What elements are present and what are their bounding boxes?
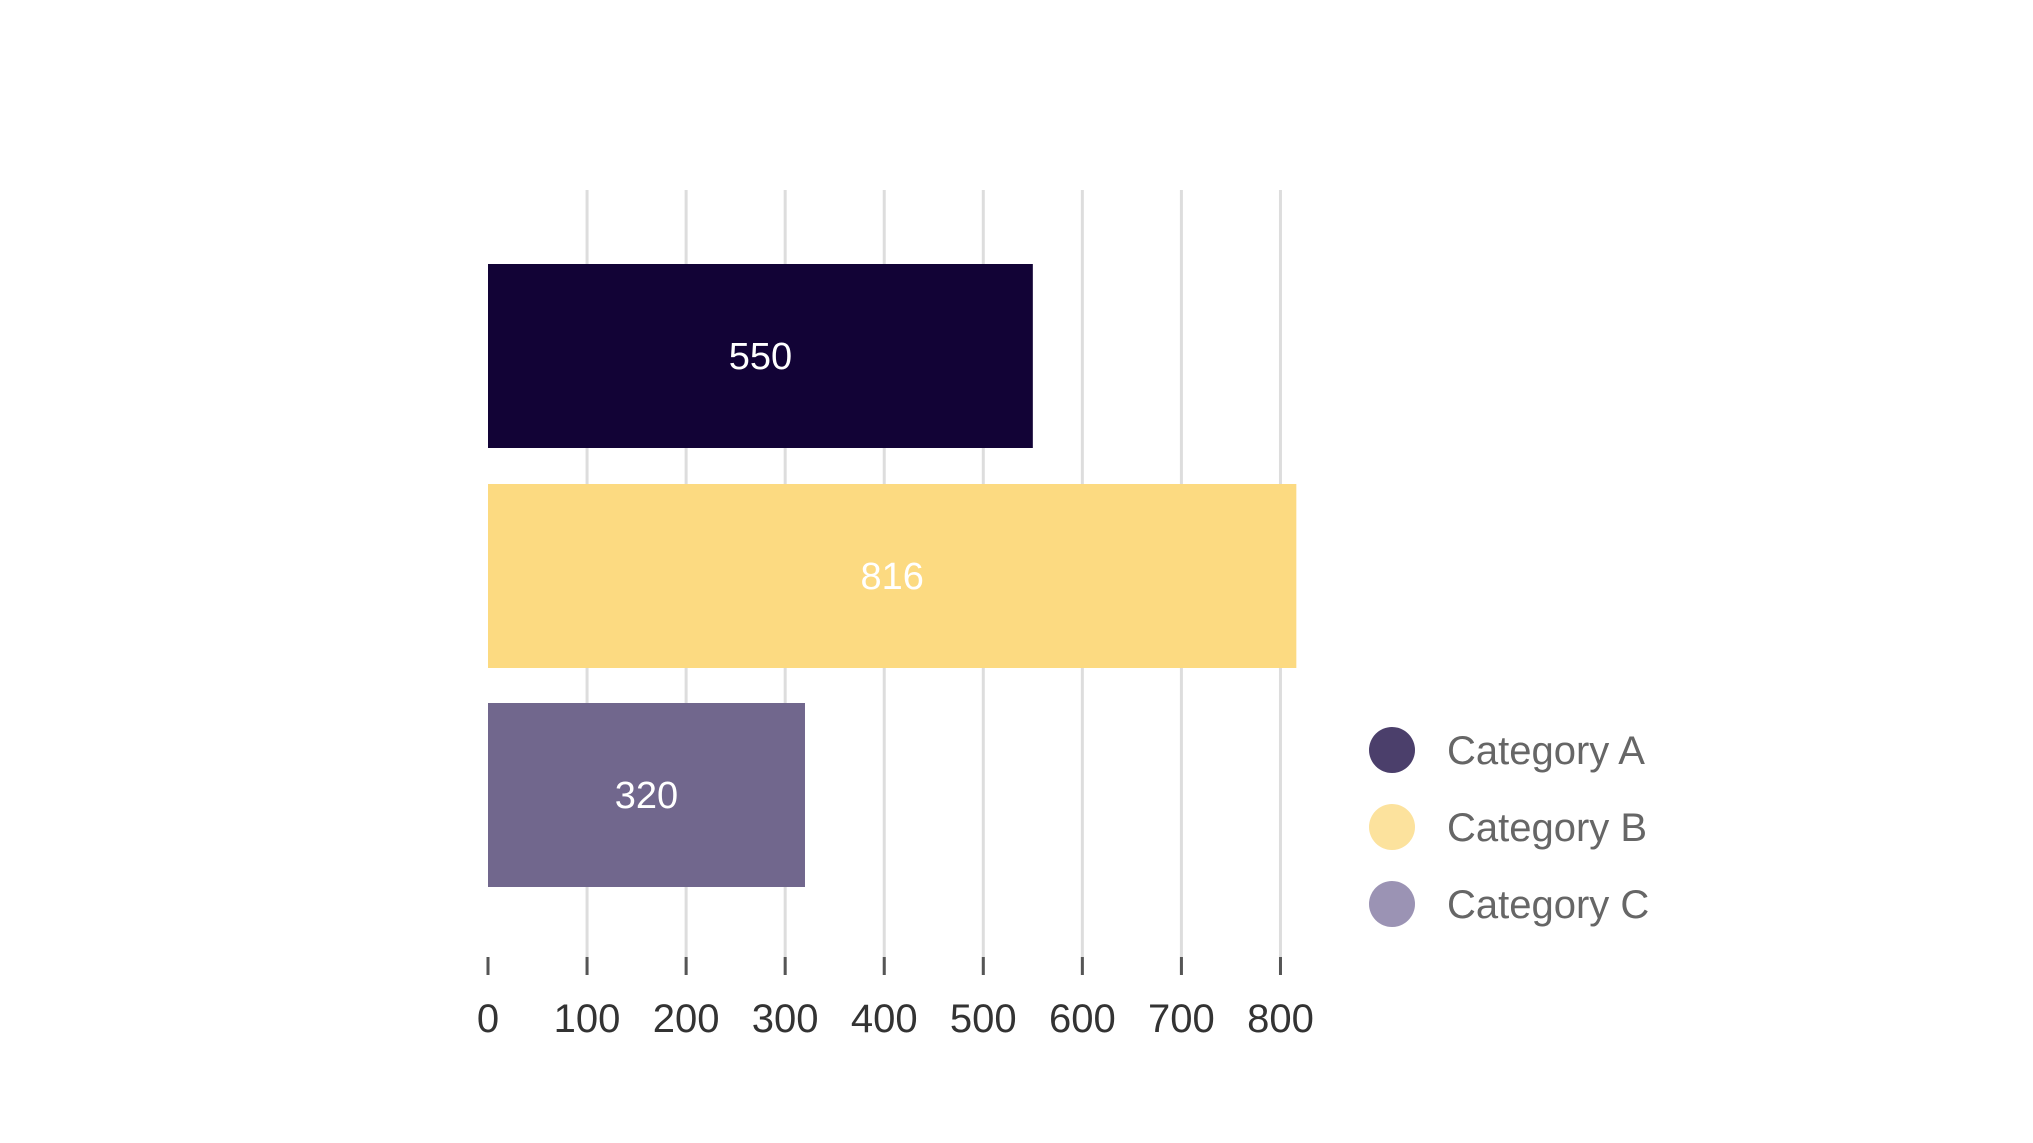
legend: Category A Category B Category C: [1369, 727, 1649, 927]
x-tick-label: 600: [1049, 997, 1116, 1041]
x-tick-label: 0: [477, 997, 499, 1041]
bar-category-c: [488, 703, 805, 887]
x-tick-label: 400: [851, 997, 918, 1041]
x-axis: 0 100 200 300 400 500 600 700 800: [477, 957, 1314, 1041]
x-tick-label: 300: [752, 997, 819, 1041]
bar-data-label: 550: [729, 336, 792, 378]
bar-data-label: 816: [860, 556, 923, 598]
bar-data-label: 320: [615, 775, 678, 817]
legend-swatch-category-a: [1369, 727, 1415, 773]
x-tick-label: 200: [653, 997, 720, 1041]
x-tick-label: 100: [554, 997, 621, 1041]
x-tick-label: 700: [1148, 997, 1215, 1041]
legend-swatch-category-b: [1369, 804, 1415, 850]
bar-category-b: [488, 484, 1297, 668]
legend-label: Category A: [1447, 729, 1645, 773]
legend-swatch-category-c: [1369, 881, 1415, 927]
x-tick-label: 800: [1247, 997, 1314, 1041]
legend-label: Category B: [1447, 806, 1647, 850]
bars: 550 816 320: [488, 264, 1297, 887]
x-tick-label: 500: [950, 997, 1017, 1041]
bar-category-a: [488, 264, 1033, 448]
legend-label: Category C: [1447, 883, 1649, 927]
